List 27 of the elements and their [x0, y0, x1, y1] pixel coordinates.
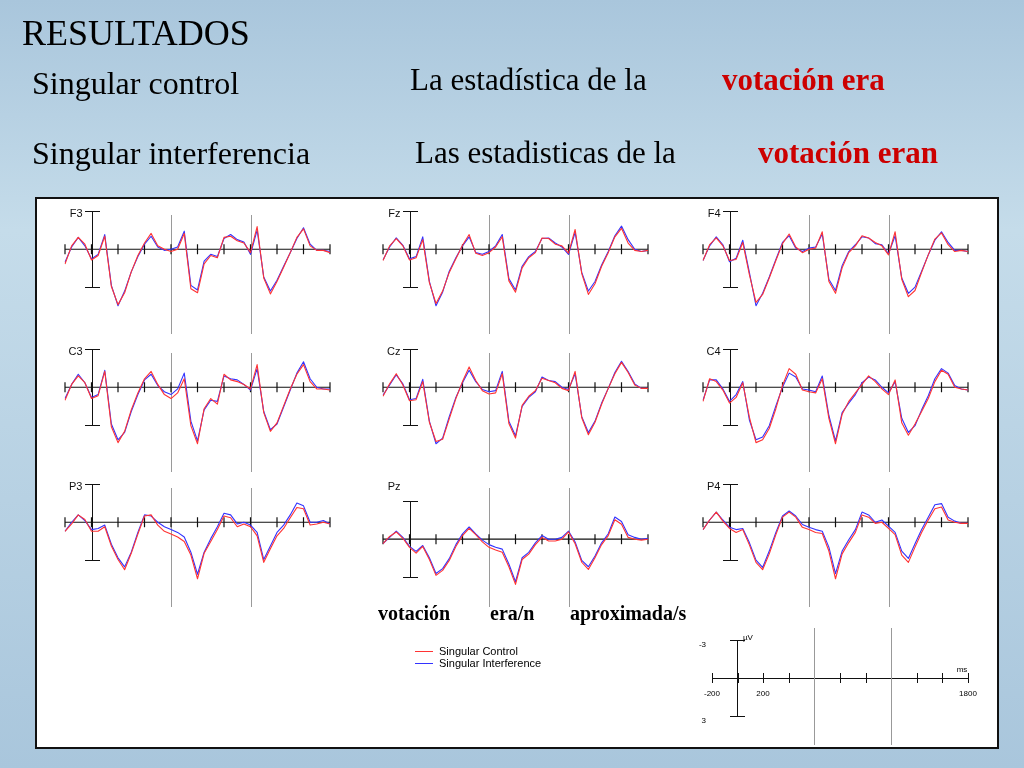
text: aproximada/s — [570, 602, 687, 625]
text: 200 — [756, 689, 770, 698]
text: Singular control — [32, 65, 240, 102]
chart-title: P4 — [707, 480, 721, 492]
chart-title: F4 — [707, 207, 721, 219]
legend-label: Singular Control — [439, 645, 518, 657]
chart-title: Pz — [387, 480, 401, 492]
text: La estadística de la — [410, 62, 647, 98]
text: -200 — [703, 689, 721, 698]
text: ms — [956, 665, 968, 674]
text: votación — [378, 602, 451, 625]
chart-title: F3 — [69, 207, 83, 219]
chart-title: C4 — [706, 345, 721, 357]
text: 3 — [701, 716, 706, 725]
chart-title: P3 — [69, 480, 83, 492]
text: 1800 — [959, 689, 977, 698]
text: RESULTADOS — [22, 12, 250, 54]
text: -3 — [698, 640, 706, 649]
chart-title: C3 — [68, 345, 83, 357]
text: era/n — [490, 602, 535, 625]
text: votación era — [722, 62, 885, 98]
text: Singular interferencia — [32, 135, 311, 172]
legend-label: Singular Interference — [439, 657, 542, 669]
chart-title: Fz — [388, 207, 401, 219]
chart-title: Cz — [387, 345, 401, 357]
text: Las estadisticas de la — [415, 135, 676, 171]
text: votación eran — [758, 135, 938, 171]
